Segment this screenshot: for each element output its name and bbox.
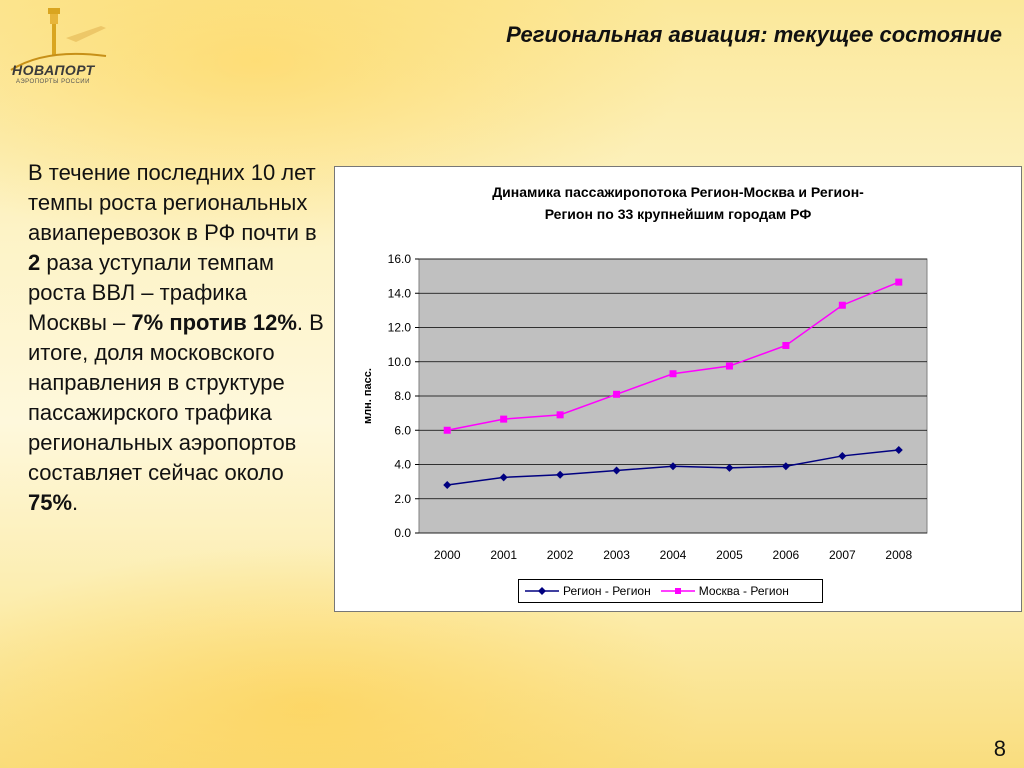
x-tick-label: 2008: [885, 548, 912, 562]
y-tick-label: 12.0: [388, 321, 412, 335]
body-text: В течение последних 10 лет темпы роста р…: [28, 158, 328, 518]
body-text-part-1: В течение последних 10 лет темпы роста р…: [28, 160, 317, 245]
x-tick-label: 2001: [490, 548, 517, 562]
data-point-moscow-region: [895, 278, 903, 286]
chart-legend: Регион - Регион Москва - Регион: [518, 579, 823, 603]
y-tick-label: 16.0: [388, 252, 412, 266]
data-point-moscow-region: [669, 370, 677, 378]
y-axis-label: млн. пасс.: [362, 368, 374, 424]
chart-title-line-1: Динамика пассажиропотока Регион-Москва и…: [492, 184, 864, 200]
body-emphasis-3: 75%: [28, 490, 73, 515]
x-tick-label: 2007: [829, 548, 856, 562]
y-tick-label: 14.0: [388, 286, 412, 300]
chart-container: Динамика пассажиропотока Регион-Москва и…: [334, 166, 1022, 612]
logo-subtitle: АЭРОПОРТЫ РОССИИ: [16, 79, 90, 85]
y-tick-label: 6.0: [394, 423, 411, 437]
data-point-region-region: [556, 470, 565, 479]
data-point-moscow-region: [556, 411, 564, 419]
legend-label-region-region: Регион - Регион: [563, 584, 651, 598]
y-tick-label: 8.0: [394, 389, 411, 403]
body-text-part-2: раза уступали темпам роста ВВЛ – трафика…: [28, 250, 274, 335]
data-point-moscow-region: [443, 426, 451, 434]
data-point-region-region: [781, 462, 790, 471]
x-tick-label: 2004: [660, 548, 687, 562]
data-point-region-region: [612, 466, 621, 475]
y-tick-label: 0.0: [394, 526, 411, 540]
data-point-region-region: [443, 481, 452, 490]
page-number: 8: [993, 736, 1006, 761]
legend-item-region-region: Регион - Регион: [525, 584, 651, 598]
novaport-logo: [10, 8, 107, 71]
x-tick-label: 2002: [547, 548, 574, 562]
data-point-moscow-region: [782, 341, 790, 349]
data-point-moscow-region: [500, 415, 508, 423]
data-point-region-region: [838, 451, 847, 460]
data-point-region-region: [499, 473, 508, 482]
y-tick-label: 4.0: [394, 458, 411, 472]
x-tick-label: 2003: [603, 548, 630, 562]
logo-name: НОВАПОРТ: [12, 62, 95, 78]
legend-item-moscow-region: Москва - Регион: [660, 584, 789, 598]
body-emphasis-2: 7% против 12%: [131, 310, 297, 335]
data-point-region-region: [725, 463, 734, 472]
x-tick-label: 2005: [716, 548, 743, 562]
data-point-moscow-region: [725, 362, 733, 370]
x-tick-label: 2006: [773, 548, 800, 562]
x-tick-label: 2000: [434, 548, 461, 562]
data-point-moscow-region: [838, 301, 846, 309]
chart-title: Динамика пассажиропотока Регион-Москва и…: [335, 181, 1021, 225]
y-tick-label: 10.0: [388, 355, 412, 369]
legend-swatch-region-region: [525, 587, 559, 595]
line-chart: 0.0 2.0 4.0 6.0 8.0 10.0 12.0 14.0 16.0 2000 2001 2…: [362, 252, 928, 562]
data-point-region-region: [669, 462, 677, 471]
chart-title-line-2: Регион по 33 крупнейшим городам РФ: [544, 206, 812, 222]
legend-swatch-moscow-region: [660, 588, 695, 594]
slide-title: Региональная авиация: текущее состояние: [506, 22, 1002, 47]
legend-label-moscow-region: Москва - Регион: [698, 584, 789, 598]
y-tick-label: 2.0: [394, 492, 411, 506]
body-text-part-4: .: [72, 490, 79, 515]
body-text-part-3: . В итоге, доля московского направления …: [28, 310, 324, 485]
data-point-region-region: [894, 445, 903, 454]
body-emphasis-1: 2: [28, 250, 41, 275]
data-point-moscow-region: [613, 390, 621, 398]
